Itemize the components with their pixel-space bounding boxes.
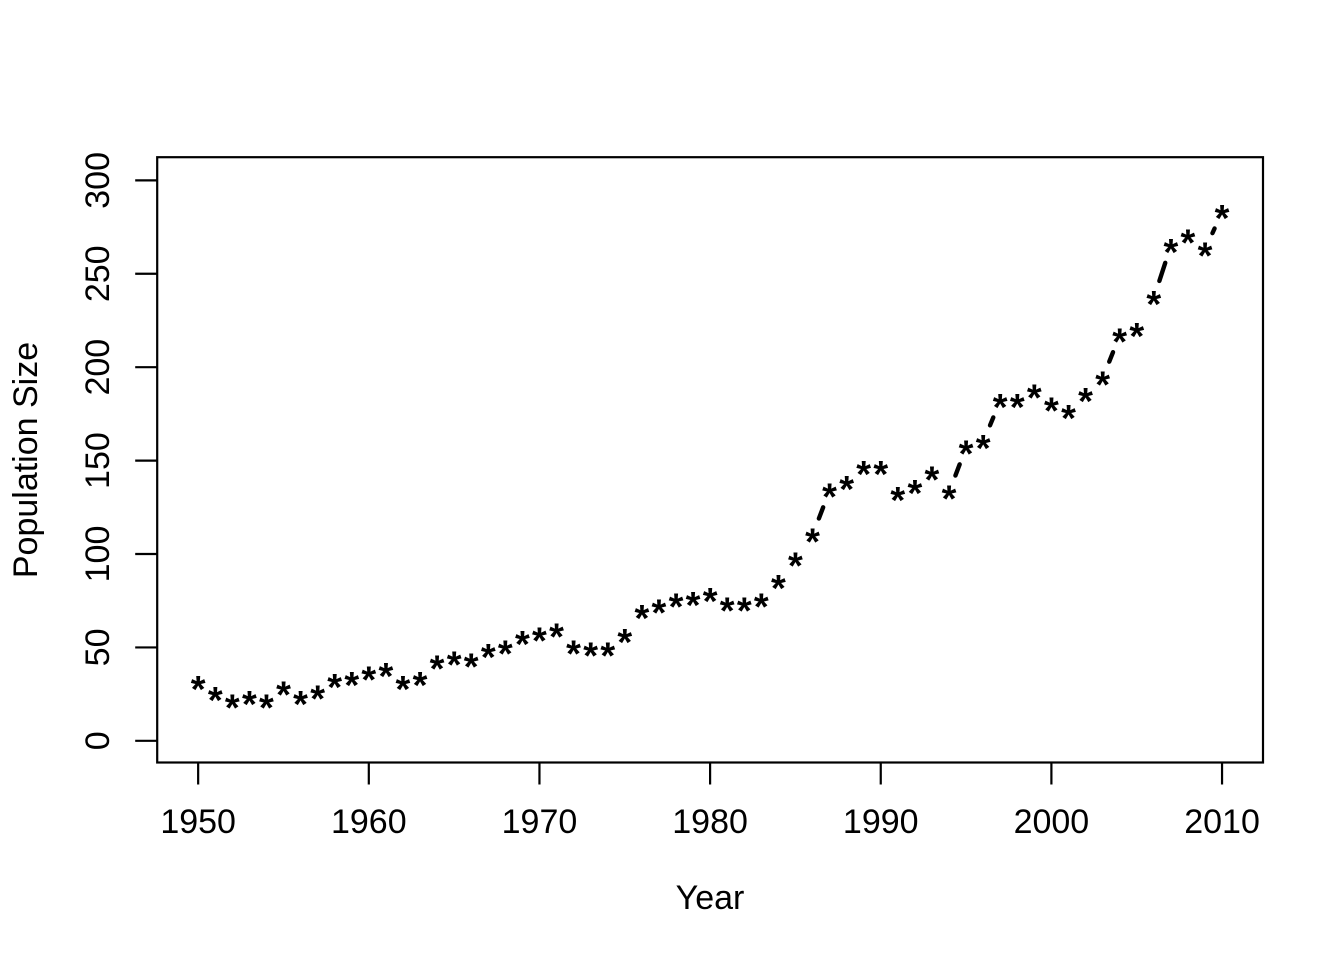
data-point-asterisk: * <box>310 678 325 720</box>
data-point-asterisk: * <box>600 635 615 677</box>
data-point-asterisk: * <box>515 624 530 666</box>
segment-dash <box>816 505 826 521</box>
data-point-asterisk: * <box>430 648 445 690</box>
data-point-asterisk: * <box>703 581 718 623</box>
y-tick-label: 150 <box>79 432 117 489</box>
data-point-asterisk: * <box>413 665 428 707</box>
data-point-asterisk: * <box>1044 391 1059 433</box>
data-point-asterisk: * <box>549 617 564 659</box>
data-point-asterisk: * <box>737 590 752 632</box>
data-point-asterisk: * <box>498 633 513 675</box>
data-point-asterisk: * <box>925 460 940 502</box>
series-points: * * * * * * * * * * * * * * * * * * * * * * * * * ** * * * * * * * **** * *… <box>191 198 1230 729</box>
data-point-asterisk: * <box>327 667 342 709</box>
data-point-asterisk: * <box>1198 235 1213 277</box>
data-point-asterisk: * <box>1061 398 1076 440</box>
data-point-asterisk: * <box>583 635 598 677</box>
data-point-asterisk: * <box>396 669 411 711</box>
y-tick-label: 50 <box>79 629 117 667</box>
data-point-asterisk: * <box>873 454 888 496</box>
data-point-asterisk: * <box>907 473 922 515</box>
data-point-asterisk: * <box>1027 377 1042 419</box>
x-tick-label: 1980 <box>672 803 748 841</box>
data-point-asterisk: * <box>1078 381 1093 423</box>
data-point-asterisk: * <box>242 684 257 726</box>
data-point-asterisk: * <box>1095 364 1110 406</box>
data-point-asterisk: * <box>754 587 769 629</box>
data-point-asterisk: * <box>464 646 479 688</box>
data-point-asterisk: * <box>822 476 837 518</box>
data-point-asterisk: * <box>293 684 308 726</box>
y-tick-label: 0 <box>79 731 117 750</box>
data-point-asterisk: * <box>686 585 701 627</box>
y-tick-label: 250 <box>79 245 117 302</box>
y-tick-label: 200 <box>79 339 117 396</box>
data-point-asterisk: * <box>669 587 684 629</box>
data-point-asterisk: * <box>617 622 632 664</box>
data-point-asterisk: * <box>532 620 547 662</box>
data-point-asterisk: * <box>1146 284 1161 326</box>
data-point-asterisk: * <box>566 633 581 675</box>
x-tick-label: 1990 <box>843 803 919 841</box>
data-point-asterisk: * <box>720 590 735 632</box>
data-point-asterisk: * <box>839 469 854 511</box>
x-axis: 1950 1960 1970 1980 1990 2000 2010 <box>160 762 1260 841</box>
data-point-asterisk: * <box>942 478 957 520</box>
data-point-asterisk: * <box>378 656 393 698</box>
y-tick-label: 100 <box>79 526 117 583</box>
data-point-asterisk: * <box>890 480 905 522</box>
data-point-asterisk: * <box>856 454 871 496</box>
segment-dash <box>1210 226 1217 236</box>
data-point-asterisk: * <box>634 598 649 640</box>
segment-dash <box>1107 349 1116 364</box>
x-tick-label: 2010 <box>1184 803 1260 841</box>
data-point-asterisk: * <box>788 546 803 588</box>
data-point-asterisk: * <box>259 688 274 730</box>
y-axis-title: Population Size <box>7 342 45 578</box>
x-tick-label: 1970 <box>502 803 578 841</box>
data-point-asterisk: * <box>276 675 291 717</box>
data-point-asterisk: * <box>1112 321 1127 363</box>
data-point-asterisk: * <box>225 688 240 730</box>
data-point-asterisk: * <box>1010 387 1025 429</box>
data-point-asterisk: * <box>481 637 496 679</box>
y-tick-label: 300 <box>79 152 117 209</box>
data-point-asterisk: * <box>959 434 974 476</box>
plot-frame <box>156 156 1265 764</box>
data-point-asterisk: * <box>652 592 667 634</box>
series-connector-segments <box>816 226 1217 521</box>
segment-dash <box>953 462 962 478</box>
y-axis: 0 50 100 150 200 250 300 <box>79 152 158 750</box>
plot-box <box>156 156 1265 764</box>
data-point-asterisk: * <box>1129 316 1144 358</box>
x-tick-label: 2000 <box>1014 803 1090 841</box>
x-tick-label: 1960 <box>331 803 407 841</box>
data-point-asterisk: * <box>447 645 462 687</box>
data-point-asterisk: * <box>361 660 376 702</box>
segment-dash <box>987 415 996 428</box>
data-point-asterisk: * <box>191 669 206 711</box>
segment-dash <box>1157 260 1168 284</box>
x-tick-label: 1950 <box>160 803 236 841</box>
data-point-asterisk: * <box>1163 232 1178 274</box>
data-point-asterisk: * <box>805 521 820 563</box>
data-point-asterisk: * <box>344 665 359 707</box>
data-point-asterisk: * <box>771 568 786 610</box>
x-axis-title: Year <box>676 879 745 917</box>
data-point-asterisk: * <box>993 387 1008 429</box>
data-point-asterisk: * <box>1181 222 1196 264</box>
data-point-asterisk: * <box>208 680 223 722</box>
data-point-asterisk: * <box>976 428 991 470</box>
data-point-asterisk: * <box>1215 198 1230 240</box>
